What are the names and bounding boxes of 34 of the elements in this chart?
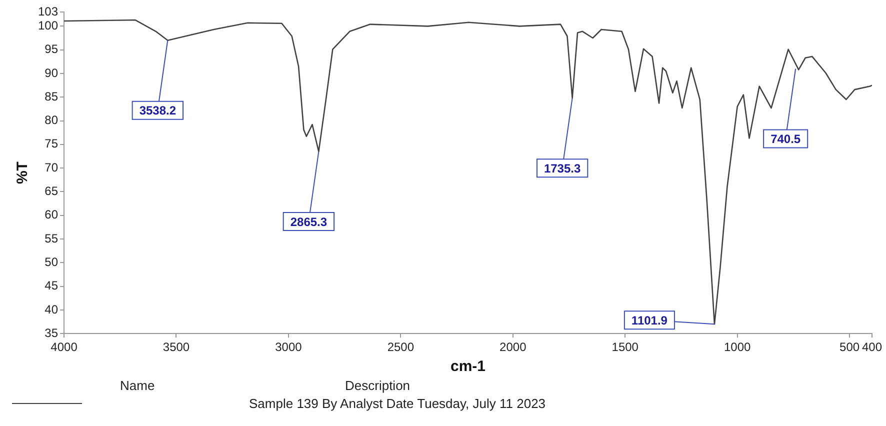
x-tick-label: 4000 [50, 340, 78, 354]
y-tick-label: 40 [44, 302, 58, 316]
x-tick-label: 500 [840, 340, 860, 354]
x-tick-label: 400 [862, 340, 882, 354]
y-tick-label: 35 [44, 326, 58, 340]
y-tick-label: 60 [44, 208, 58, 222]
y-tick-label: 75 [44, 136, 58, 151]
annotation: 740.5 [770, 132, 801, 146]
x-tick-label: 3000 [275, 340, 302, 354]
y-tick-label: 100 [38, 18, 58, 32]
annotation: 2865.3 [290, 214, 328, 229]
y-tick-label: 85 [44, 89, 58, 104]
text: Name [120, 378, 155, 393]
y-tick-label: 50 [44, 254, 58, 269]
x-tick-label: 1000 [724, 340, 752, 354]
x-tick-label: 2000 [500, 340, 527, 354]
x-tick-label: 1500 [612, 340, 639, 354]
text: Description [345, 378, 410, 393]
x-axis-title: cm-1 [450, 358, 486, 376]
annotation: 1101.9 [631, 313, 668, 328]
y-tick-label: 90 [44, 66, 58, 80]
y-tick-label: 55 [44, 231, 58, 246]
y-tick-label: 65 [44, 184, 58, 198]
y-tick-label: 70 [44, 160, 58, 174]
annotation: 3538.2 [139, 104, 176, 118]
y-axis-title: %T [14, 162, 32, 184]
annotation: 1735.3 [544, 161, 581, 176]
y-tick-label: 103 [38, 4, 58, 18]
y-tick-label: 95 [44, 42, 58, 56]
x-tick-label: 3500 [162, 340, 190, 354]
y-tick-label: 45 [44, 278, 58, 293]
x-tick-label: 2500 [387, 340, 414, 354]
y-tick-label: 80 [44, 113, 58, 128]
text: Sample 139 By Analyst Date Tuesday, July 11 2023 [249, 396, 546, 411]
